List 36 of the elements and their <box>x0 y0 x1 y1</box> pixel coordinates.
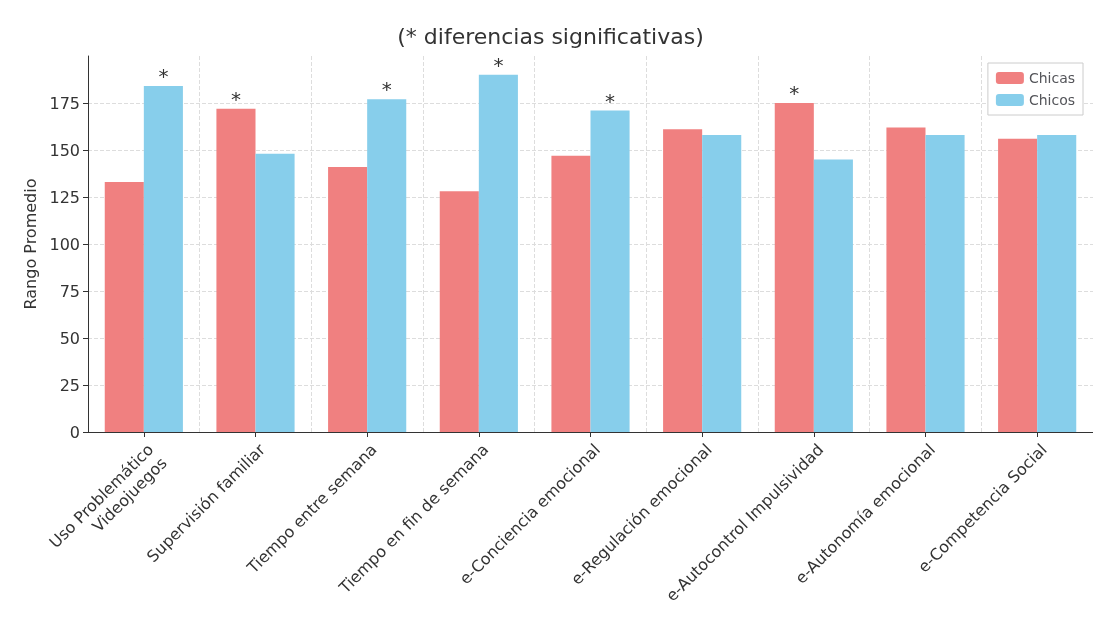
y-tick-label: 125 <box>49 187 80 207</box>
y-tick-label: 100 <box>49 234 80 254</box>
legend-label: Chicos <box>1028 92 1075 108</box>
bar <box>590 110 630 432</box>
bar <box>998 138 1038 432</box>
y-tick-label: 25 <box>59 375 80 395</box>
annotation: * <box>381 77 392 102</box>
bar <box>104 181 144 432</box>
bar <box>1037 134 1077 432</box>
annotation: * <box>605 88 616 113</box>
bar <box>925 134 965 432</box>
bar <box>478 74 518 432</box>
annotation: * <box>158 64 169 89</box>
bar <box>439 191 479 432</box>
y-tick-label: 50 <box>59 328 80 348</box>
bar <box>551 155 591 432</box>
bar <box>328 166 368 432</box>
bar <box>216 108 256 432</box>
bar <box>367 99 407 432</box>
y-tick-label: 150 <box>49 140 80 160</box>
bar <box>143 86 183 432</box>
bar <box>702 134 742 432</box>
annotation: * <box>789 81 800 105</box>
y-tick-label: 0 <box>69 422 80 442</box>
y-axis-title: Rango Promedio <box>20 178 40 310</box>
legend-label: Chicas <box>1028 70 1075 86</box>
bar <box>255 153 295 432</box>
annotation: * <box>230 86 241 111</box>
y-tick-label: 175 <box>49 93 80 113</box>
bar <box>813 159 853 432</box>
annotation: * <box>493 52 504 77</box>
bar <box>663 129 703 432</box>
y-tick-label: 75 <box>59 281 80 301</box>
bar <box>774 103 814 432</box>
chart-title: (* diferencias significativas) <box>397 23 704 49</box>
bar <box>886 127 926 432</box>
